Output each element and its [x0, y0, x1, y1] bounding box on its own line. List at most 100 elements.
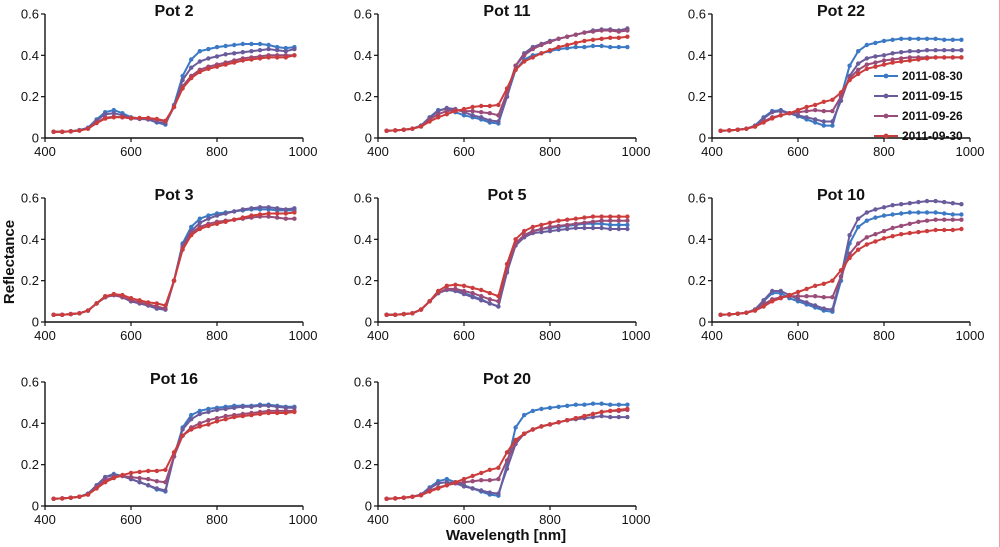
data-point: [522, 228, 527, 234]
data-point: [864, 66, 869, 72]
y-tick-label: 0.4: [354, 48, 372, 63]
data-point: [881, 228, 887, 234]
data-point: [487, 111, 492, 116]
data-point: [804, 104, 809, 110]
data-point: [522, 53, 527, 58]
data-point: [582, 38, 587, 44]
data-point: [393, 312, 398, 317]
data-point: [530, 55, 535, 60]
y-tick-label: 0: [32, 131, 39, 146]
data-point: [899, 59, 904, 64]
x-tick-label: 1000: [956, 328, 985, 343]
data-point: [608, 402, 613, 407]
data-point: [821, 295, 826, 300]
x-tick-label: 600: [787, 328, 809, 343]
data-point: [770, 116, 775, 121]
data-point: [146, 483, 151, 488]
data-point: [137, 298, 142, 303]
data-point: [240, 215, 245, 220]
data-point: [821, 99, 826, 105]
data-point: [950, 48, 955, 53]
data-point: [275, 211, 280, 216]
data-point: [813, 102, 818, 108]
data-point: [907, 49, 912, 54]
data-point: [470, 479, 475, 484]
data-point: [547, 224, 553, 230]
panel-pot-5: Pot 5 0 0.2 0.4 0.6 400 600 800 1000: [354, 187, 651, 343]
x-tick-label: 1000: [289, 512, 318, 527]
data-point: [761, 304, 766, 309]
series-line-2011-09-15: [720, 200, 962, 316]
panel-title: Pot 2: [154, 3, 193, 20]
data-point: [522, 59, 527, 64]
data-point: [950, 212, 955, 217]
data-point: [616, 218, 621, 223]
data-point: [556, 218, 561, 223]
data-point: [916, 219, 921, 224]
data-point: [907, 58, 912, 63]
y-tick-label: 0.4: [21, 48, 39, 63]
x-tick-label: 800: [873, 144, 895, 159]
data-point: [223, 417, 228, 422]
data-point: [599, 28, 604, 33]
x-tick-label: 400: [34, 328, 56, 343]
data-point: [582, 44, 587, 50]
data-point: [214, 54, 220, 59]
data-point: [249, 404, 254, 409]
data-point: [556, 227, 561, 233]
data-point: [189, 427, 194, 432]
data-point: [249, 213, 254, 218]
data-point: [189, 412, 194, 418]
data-point: [214, 64, 220, 69]
panel-pot-11: Pot 11 0 0.2 0.4 0.6 400 600 800 1000: [354, 3, 651, 159]
data-point: [907, 36, 912, 41]
data-point: [821, 281, 826, 286]
data-point: [890, 51, 895, 56]
data-point: [85, 308, 91, 313]
data-point: [616, 226, 621, 232]
data-point: [283, 211, 288, 216]
data-point: [590, 414, 596, 420]
data-point: [590, 43, 596, 49]
data-point: [907, 201, 912, 206]
data-point: [873, 207, 878, 212]
data-point: [735, 127, 740, 132]
y-tick-label: 0.4: [21, 416, 39, 431]
data-point: [950, 201, 955, 206]
data-point: [565, 45, 570, 51]
data-point: [401, 495, 406, 500]
data-point: [94, 301, 99, 306]
data-point: [924, 56, 930, 61]
data-point: [266, 403, 271, 408]
data-point: [275, 206, 280, 211]
data-point: [608, 408, 613, 414]
data-point: [565, 418, 570, 423]
data-point: [77, 494, 82, 499]
y-tick-label: 0.2: [354, 457, 372, 472]
data-point: [744, 310, 749, 315]
data-point: [565, 42, 570, 48]
data-point: [214, 419, 220, 424]
data-point: [787, 111, 792, 116]
data-point: [496, 294, 501, 299]
data-point: [206, 409, 211, 415]
data-point: [257, 411, 263, 417]
y-tick-label: 0.6: [21, 7, 39, 22]
data-point: [933, 227, 938, 233]
data-point: [487, 290, 492, 296]
data-point: [223, 211, 228, 216]
data-point: [111, 475, 117, 481]
data-point: [283, 55, 288, 60]
data-point: [899, 211, 904, 216]
data-point: [530, 408, 535, 414]
data-point: [444, 108, 449, 114]
data-point: [94, 486, 99, 491]
x-tick-label: 600: [453, 144, 475, 159]
x-tick-label: 1000: [956, 144, 985, 159]
data-point: [292, 46, 297, 52]
panel-pot-10: Pot 10 0 0.2 0.4 0.6 400 600 800 1000: [688, 187, 985, 343]
data-point: [111, 111, 117, 116]
data-point: [470, 290, 475, 296]
data-point: [240, 50, 245, 55]
x-tick-label: 1000: [622, 512, 651, 527]
